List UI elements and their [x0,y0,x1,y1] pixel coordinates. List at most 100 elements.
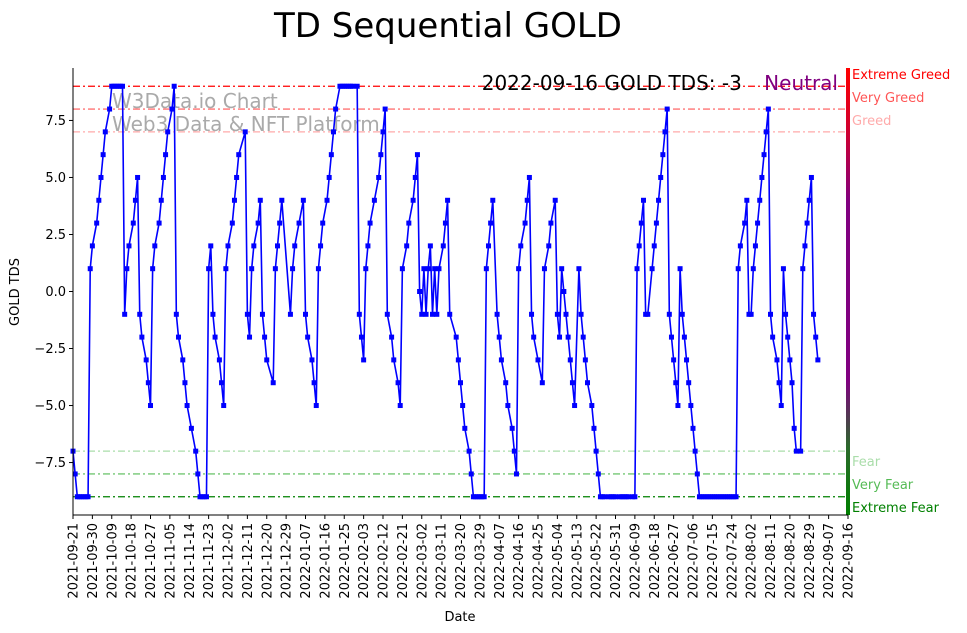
data-point [152,243,158,249]
data-point [139,334,145,340]
data-point [460,403,466,409]
data-point [85,494,91,500]
x-tick-label: 2022-05-13 [570,523,585,599]
data-point [445,197,451,203]
x-tick-label: 2022-05-22 [590,523,605,599]
level-label-greed: Greed [852,114,891,129]
data-point [442,220,448,226]
data-point [653,220,659,226]
data-point [406,220,412,226]
data-point [780,266,786,272]
x-tick-label: 2021-09-30 [86,523,101,599]
data-point [554,311,560,317]
data-point [102,129,108,135]
data-point [808,174,814,180]
data-point [182,380,188,386]
x-tick-label: 2022-05-31 [609,523,624,599]
data-point [356,311,362,317]
data-point [296,220,302,226]
x-tick-label: 2022-07-15 [706,523,721,599]
data-point [578,311,584,317]
data-point [541,266,547,272]
y-axis-ticks: −7.5 −5.0 −2.5 0.0 2.5 5.0 7.5 [34,114,73,471]
x-tick-label: 2022-03-11 [435,523,450,599]
y-tick-label: −7.5 [34,456,66,471]
x-tick-label: 2022-05-04 [551,523,566,599]
data-point [160,174,166,180]
data-point [585,380,591,386]
data-point [761,152,767,158]
x-tick-label: 2022-09-16 [842,523,857,599]
x-tick-label: 2021-09-21 [67,523,82,599]
data-point [203,494,209,500]
x-tick-label: 2022-07-06 [687,523,702,599]
data-point [236,152,242,158]
data-point [150,266,156,272]
data-point [752,243,758,249]
x-tick-label: 2022-01-16 [318,523,333,599]
data-point [673,380,679,386]
data-point [309,357,315,363]
data-point [330,129,336,135]
status-date-value: 2022-09-16 GOLD TDS: -3 [482,71,742,95]
sentiment-gradient-bar [846,68,850,515]
data-point [580,334,586,340]
data-point [770,334,776,340]
data-point [811,311,817,317]
data-point [412,174,418,180]
tds-series [70,83,821,500]
data-point [505,403,511,409]
data-point [458,380,463,386]
x-tick-label: 2022-08-29 [803,523,818,599]
y-tick-label: 2.5 [45,228,66,243]
data-point [481,494,487,500]
data-point [447,311,453,317]
data-point [436,266,442,272]
data-point [563,311,569,317]
data-point [591,425,597,431]
data-point [798,448,804,454]
data-point [223,266,229,272]
data-point [793,448,799,454]
data-point [410,197,416,203]
data-point [404,243,410,249]
data-point [175,334,181,340]
level-label-extreme-greed: Extreme Greed [852,68,950,83]
data-point [765,106,771,112]
data-point [602,494,608,500]
x-tick-label: 2021-12-29 [280,523,295,599]
data-point [169,106,175,112]
data-point [89,243,95,249]
data-point [559,266,565,272]
data-point [384,311,390,317]
data-point [526,174,532,180]
data-point [613,494,618,500]
data-point [509,425,515,431]
data-point [371,197,377,203]
data-point [135,174,141,180]
data-point [688,403,694,409]
data-point [120,83,126,89]
data-point [684,357,690,363]
data-point [686,380,692,386]
data-point [358,334,364,340]
data-point [668,334,674,340]
x-tick-label: 2021-10-09 [105,523,120,599]
data-point [815,357,821,363]
level-label-very-greed: Very Greed [852,91,924,106]
data-point [247,334,253,340]
x-tick-label: 2022-03-20 [454,523,469,599]
x-tick-label: 2021-12-20 [260,523,275,599]
data-point [546,243,552,249]
x-tick-label: 2021-10-18 [125,523,140,599]
data-point [279,197,285,203]
data-point [638,220,644,226]
x-tick-label: 2022-09-07 [822,523,837,599]
data-point [548,220,554,226]
data-point [354,83,360,89]
x-tick-label: 2022-07-24 [725,523,740,599]
x-tick-label: 2022-02-03 [357,523,372,599]
data-point [259,311,265,317]
chart-title: TD Sequential GOLD [273,6,622,46]
data-point [382,106,388,112]
